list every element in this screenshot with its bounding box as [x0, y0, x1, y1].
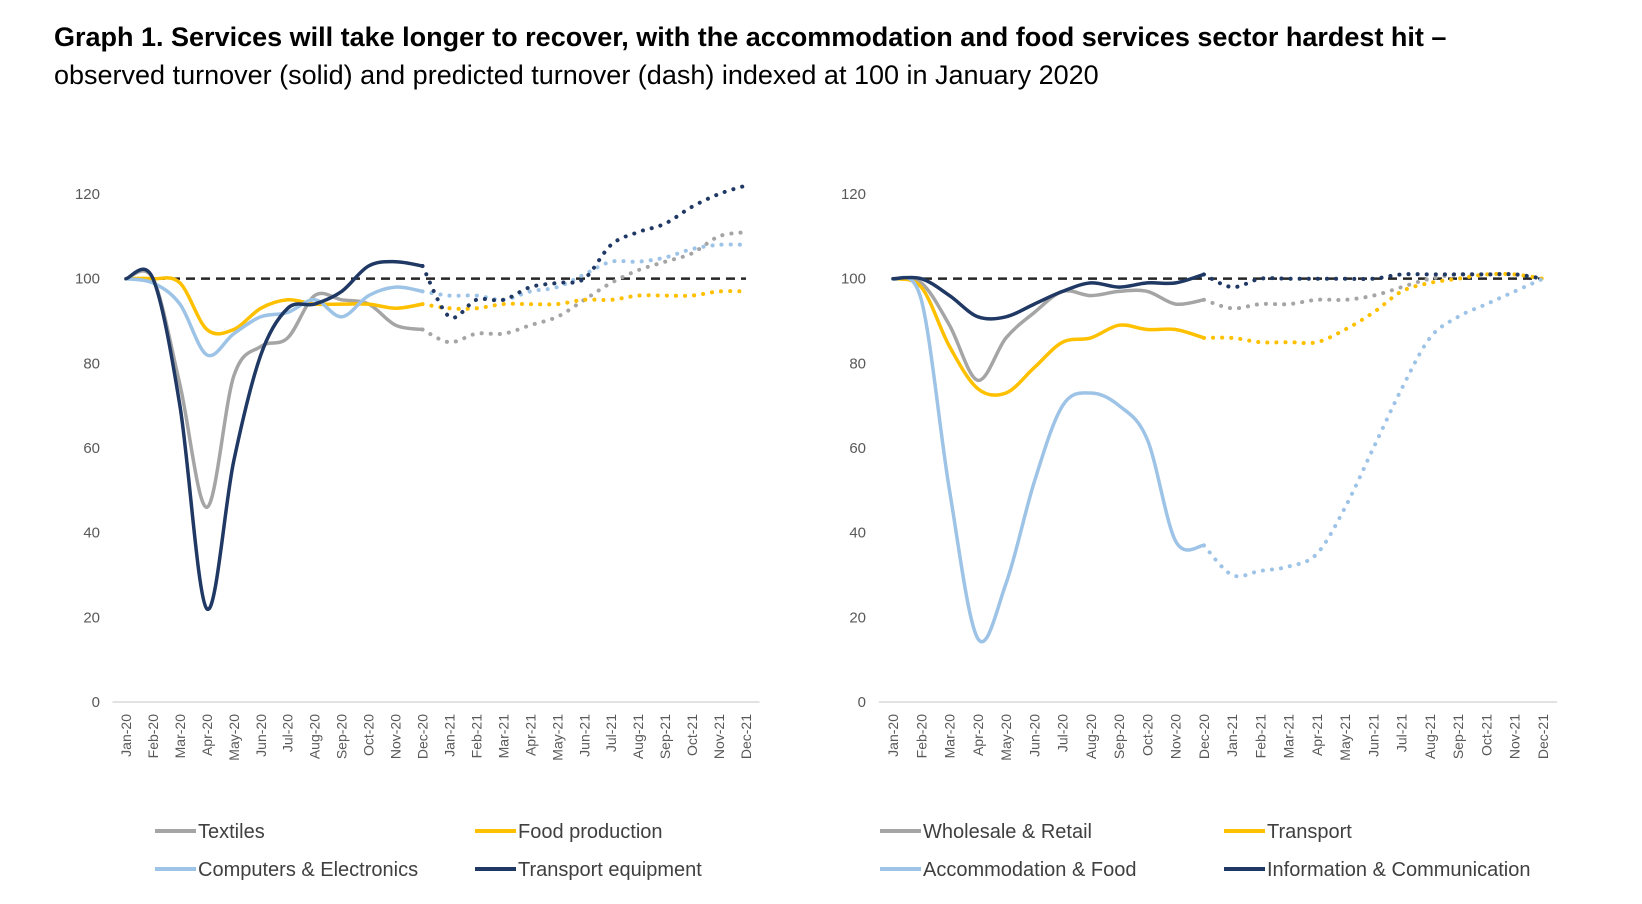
chart-header: Graph 1. Services will take longer to re…: [54, 18, 1634, 94]
x-tick-label: Mar-20: [172, 714, 188, 759]
series-transport-predicted: [1201, 271, 1545, 346]
x-tick-label: Sep-20: [1111, 714, 1127, 759]
series-information-communication-predicted: [1201, 272, 1545, 290]
x-tick-label: Feb-21: [468, 714, 484, 759]
chart-title: Graph 1. Services will take longer to re…: [54, 22, 1447, 52]
x-tick-label: May-21: [1337, 714, 1353, 761]
x-tick-label: Jan-20: [885, 714, 901, 757]
x-tick-label: Sep-21: [1450, 714, 1466, 759]
x-tick-label: Nov-20: [1168, 714, 1184, 759]
x-tick-label: Nov-21: [1507, 714, 1523, 759]
x-tick-label: Aug-21: [630, 714, 646, 759]
chart-subtitle: observed turnover (solid) and predicted …: [54, 60, 1099, 90]
x-tick-label: Jun-20: [253, 714, 269, 757]
x-tick-label: Jul-20: [280, 714, 296, 752]
series-wholesale-retail-predicted: [1201, 272, 1545, 311]
legend-label-transport-equipment: Transport equipment: [518, 859, 702, 881]
y-tick-label: 40: [849, 525, 866, 542]
x-tick-label: Aug-21: [1422, 714, 1438, 759]
x-tick-label: Dec-20: [415, 714, 431, 759]
x-tick-label: Mar-20: [942, 714, 958, 759]
series-wholesale-retail-observed: [891, 276, 1206, 383]
x-tick-label: Apr-20: [970, 714, 986, 756]
legend-label-information-communication: Information & Communication: [1267, 859, 1530, 881]
y-tick-label: 80: [83, 355, 100, 372]
series-food-production-observed: [124, 276, 425, 336]
legend-label-accommodation-food: Accommodation & Food: [923, 859, 1136, 881]
x-tick-label: Jan-21: [1224, 714, 1240, 757]
x-tick-label: Mar-21: [495, 714, 511, 759]
y-tick-label: 100: [841, 271, 866, 288]
y-tick-label: 120: [75, 186, 100, 203]
series-computers-electronics-observed: [124, 276, 425, 358]
x-tick-label: Jul-20: [1055, 714, 1071, 752]
x-tick-label: Feb-20: [145, 714, 161, 759]
series-food-production-predicted: [420, 289, 748, 311]
x-tick-label: Jun-21: [576, 714, 592, 757]
y-tick-label: 20: [83, 609, 100, 626]
series-accommodation-food-predicted: [1201, 276, 1545, 579]
x-tick-label: May-21: [549, 714, 565, 761]
x-tick-label: Aug-20: [1083, 714, 1099, 759]
x-tick-label: Dec-21: [1535, 714, 1551, 759]
x-tick-label: Feb-21: [1252, 714, 1268, 759]
x-tick-label: Sep-20: [334, 714, 350, 759]
legend-label-textiles: Textiles: [198, 821, 265, 843]
y-tick-label: 20: [849, 609, 866, 626]
x-tick-label: Apr-20: [199, 714, 215, 756]
legend-label-computers-electronics: Computers & Electronics: [198, 859, 418, 881]
manufacturing-chart: 0 20 40 60 80 100 120 Jan-20 Feb-20 Mar-20 Apr-20 M…: [75, 183, 760, 881]
y-tick-label: 0: [92, 694, 100, 711]
x-tick-label: Mar-21: [1281, 714, 1297, 759]
x-tick-label: Oct-20: [1139, 714, 1155, 756]
x-tick-label: Sep-21: [657, 714, 673, 759]
x-tick-label: Oct-20: [361, 714, 377, 756]
x-tick-label: Dec-21: [738, 714, 754, 759]
x-tick-label: Oct-21: [684, 714, 700, 756]
x-tick-label: Apr-21: [522, 714, 538, 756]
y-tick-label: 60: [849, 440, 866, 457]
y-tick-label: 80: [849, 355, 866, 372]
x-tick-label: Jan-20: [118, 714, 134, 757]
legend-label-wholesale-retail: Wholesale & Retail: [923, 821, 1092, 843]
series-computers-electronics-predicted: [420, 242, 748, 302]
series-textiles-predicted: [420, 230, 748, 345]
series-transport-equipment-predicted: [420, 183, 748, 320]
y-tick-label: 120: [841, 186, 866, 203]
x-tick-label: Aug-20: [307, 714, 323, 759]
services-chart: 0 20 40 60 80 100 120 Jan-20 Feb-20 Mar-20 Apr-20 M…: [841, 186, 1558, 881]
x-tick-label: Oct-21: [1479, 714, 1495, 756]
x-tick-label: Jul-21: [1394, 714, 1410, 752]
y-tick-label: 40: [83, 525, 100, 542]
x-tick-label: Nov-21: [711, 714, 727, 759]
series-accommodation-food-observed: [891, 275, 1206, 644]
x-tick-label: Nov-20: [388, 714, 404, 759]
x-tick-label: May-20: [226, 714, 242, 761]
legend-label-food-production: Food production: [518, 821, 663, 843]
x-tick-label: Jan-21: [442, 714, 458, 757]
series-transport-equipment-observed: [124, 259, 425, 611]
x-tick-label: Jun-21: [1365, 714, 1381, 757]
y-tick-label: 100: [75, 271, 100, 288]
x-tick-label: Jun-20: [1026, 714, 1042, 757]
y-tick-label: 0: [858, 694, 866, 711]
x-tick-label: May-20: [998, 714, 1014, 761]
legend-label-transport: Transport: [1267, 821, 1352, 843]
x-tick-label: Dec-20: [1196, 714, 1212, 759]
series-transport-observed: [891, 276, 1206, 397]
x-tick-label: Apr-21: [1309, 714, 1325, 756]
y-tick-label: 60: [83, 440, 100, 457]
series-information-communication-observed: [891, 272, 1206, 321]
x-tick-label: Jul-21: [603, 714, 619, 752]
x-tick-label: Feb-20: [913, 714, 929, 759]
